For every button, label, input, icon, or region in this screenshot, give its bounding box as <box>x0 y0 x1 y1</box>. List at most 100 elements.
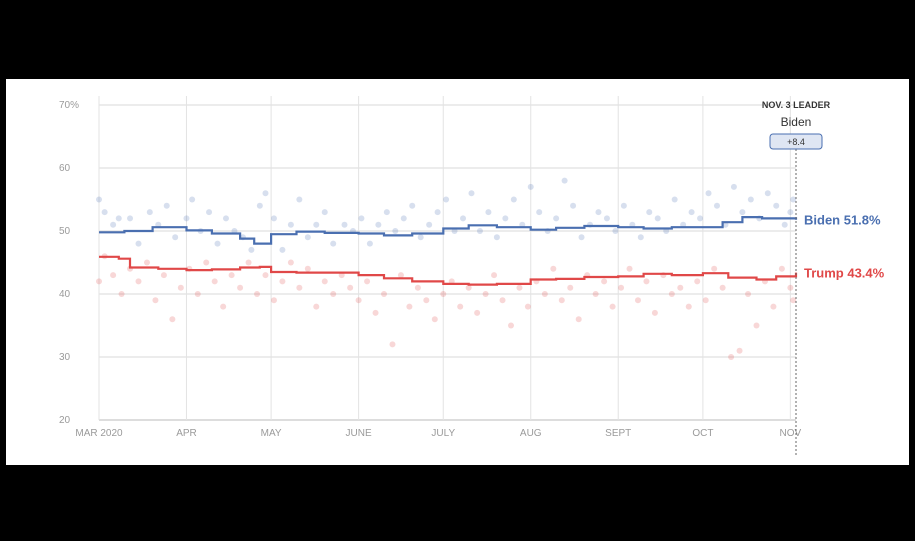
trump-poll-dot <box>160 272 167 279</box>
leader-margin: +8.4 <box>787 137 805 147</box>
leader-title: NOV. 3 LEADER <box>762 100 831 110</box>
biden-poll-dot <box>313 221 320 228</box>
biden-poll-dot <box>330 240 337 247</box>
biden-poll-dot <box>127 215 134 222</box>
biden-poll-dot <box>468 190 475 197</box>
trump-poll-dot <box>778 265 785 272</box>
polling-average-chart: 20 30 40 50 60 70% MAR 2020 APR MAY JUNE JULY AUG S… <box>59 96 885 455</box>
trump-poll-dot <box>482 291 489 297</box>
biden-poll-dot <box>747 196 754 203</box>
trump-poll-dot <box>736 347 743 354</box>
biden-poll-dot <box>790 196 797 203</box>
biden-poll-dot <box>595 209 602 216</box>
trump-poll-dot <box>254 291 261 297</box>
trump-poll-dot <box>457 303 464 310</box>
trump-poll-dot <box>347 284 354 291</box>
trump-poll-dot <box>702 297 709 304</box>
trump-poll-dot <box>790 297 797 304</box>
trump-poll-dot <box>194 291 201 297</box>
chart-panel: 20 30 40 50 60 70% MAR 2020 APR MAY JUNE JULY AUG S… <box>6 79 909 465</box>
biden-poll-dot <box>697 215 704 222</box>
biden-poll-dot <box>110 221 117 228</box>
x-tick-label: OCT <box>692 428 713 439</box>
x-tick-label: SEPT <box>605 428 631 439</box>
trump-poll-dot <box>414 284 421 291</box>
trump-poll-dot <box>651 309 658 316</box>
x-axis: MAR 2020 APR MAY JUNE JULY AUG SEPT OCT NOV <box>75 428 801 439</box>
trump-poll-dot <box>220 303 227 310</box>
biden-poll-dot <box>443 196 450 203</box>
trump-poll-dot <box>787 284 794 291</box>
biden-poll-dot <box>493 234 500 241</box>
trump-poll-dot <box>499 297 506 304</box>
y-tick-label: 30 <box>59 352 71 363</box>
biden-poll-dot <box>214 240 221 247</box>
biden-poll-dot <box>163 202 170 209</box>
x-tick-label: JUNE <box>346 428 372 439</box>
biden-poll-dot <box>460 215 467 222</box>
biden-poll-dot <box>426 221 433 228</box>
leader-margin-box <box>769 133 823 150</box>
trump-poll-dot <box>711 265 718 272</box>
trump-poll-dot <box>516 284 523 291</box>
trump-poll-dot <box>203 259 210 266</box>
trump-poll-dot <box>634 297 641 304</box>
trump-poll-dot <box>313 303 320 310</box>
trump-poll-dot <box>135 278 142 285</box>
x-tick-label: MAY <box>261 428 282 439</box>
trump-poll-dot <box>440 291 447 297</box>
trump-poll-dot <box>668 291 675 297</box>
biden-poll-dot <box>222 215 229 222</box>
trump-poll-dot <box>423 297 430 304</box>
trump-poll-dot <box>592 291 599 297</box>
biden-poll-dot <box>578 234 585 241</box>
biden-poll-dot <box>713 202 720 209</box>
biden-poll-dot <box>135 240 142 247</box>
biden-poll-dot <box>400 215 407 222</box>
trump-poll-dot <box>694 278 701 285</box>
y-tick-label: 60 <box>59 163 71 174</box>
biden-poll-dot <box>553 215 560 222</box>
x-tick-label: NOV <box>780 428 802 439</box>
biden-poll-dot <box>536 209 543 216</box>
trump-poll-dot <box>228 272 235 279</box>
biden-poll-dot <box>304 234 311 241</box>
trump-poll-dot <box>211 278 218 285</box>
trump-poll-dot <box>465 284 472 291</box>
biden-poll-dot <box>189 196 196 203</box>
trump-poll-dot <box>745 291 752 297</box>
biden-poll-dot <box>172 234 179 241</box>
trump-poll-dot <box>609 303 616 310</box>
grid <box>98 96 796 421</box>
trump-poll-dot <box>330 291 337 297</box>
trump-poll-dot <box>601 278 608 285</box>
biden-poll-dot <box>781 221 788 228</box>
trump-poll-dot <box>643 278 650 285</box>
series-end-labels: Biden 51.8% Trump 43.4% <box>804 213 885 281</box>
biden-poll-dot <box>383 209 390 216</box>
biden-poll-dot <box>705 190 712 197</box>
x-tick-label: APR <box>176 428 197 439</box>
biden-poll-dot <box>527 183 534 190</box>
biden-poll-dot <box>637 234 644 241</box>
biden-poll-dot <box>730 183 737 190</box>
trump-poll-dot <box>753 322 760 329</box>
biden-poll-dot <box>341 221 348 228</box>
trump-poll-dot <box>719 284 726 291</box>
biden-poll-dot <box>787 209 794 216</box>
trump-poll-dot <box>110 272 117 279</box>
biden-poll-dot <box>358 215 365 222</box>
biden-poll-dot <box>206 209 213 216</box>
trump-poll-dot <box>270 297 277 304</box>
trump-poll-dot <box>245 259 252 266</box>
biden-poll-dot <box>96 196 102 203</box>
biden-poll-dot <box>101 209 108 216</box>
x-tick-label: MAR 2020 <box>75 428 123 439</box>
biden-poll-dot <box>146 209 153 216</box>
trump-trend-line <box>99 255 798 286</box>
biden-poll-dot <box>434 209 441 216</box>
trump-poll-dot <box>507 322 514 329</box>
biden-poll-dot <box>279 246 286 253</box>
biden-poll-dot <box>270 215 277 222</box>
biden-poll-dot <box>510 196 517 203</box>
